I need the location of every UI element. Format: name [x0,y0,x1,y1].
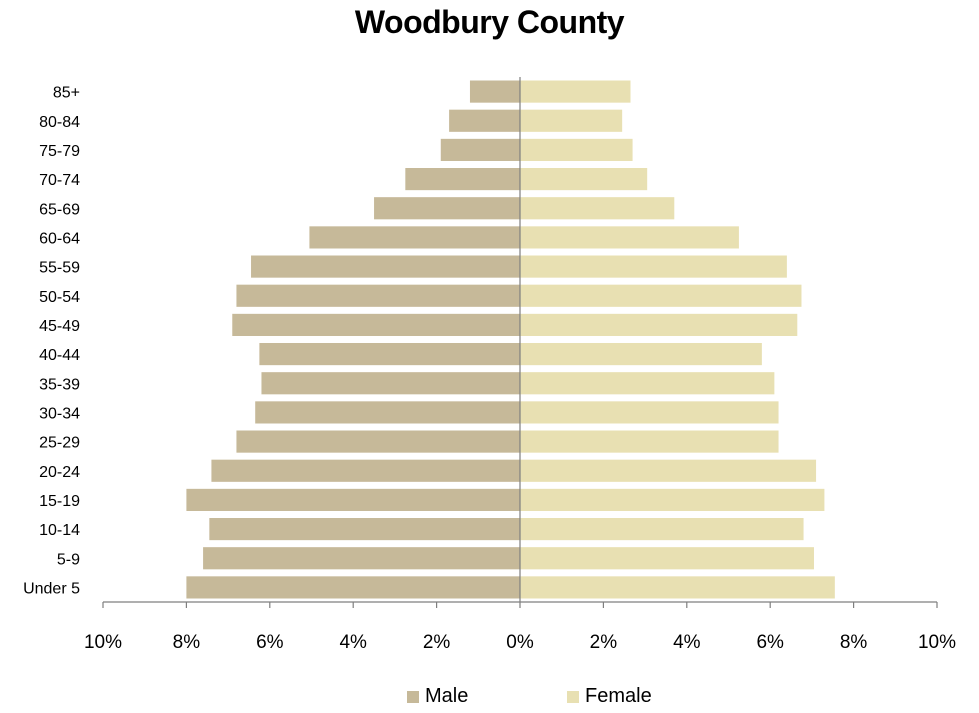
female-bar-5-9 [520,547,814,570]
labels-layer: Under 5 5-9 10-14 15-19 20-24 25-29 30-34 35-39… [23,85,956,653]
y-tick-label: 15-19 [39,493,80,510]
male-bar-75-79 [440,138,520,161]
male-bar-35-39 [261,372,520,395]
female-bar-30-34 [520,401,779,424]
female-bar-20-24 [520,459,817,482]
legend: Male Female [0,685,979,709]
male-bar-50-54 [236,284,520,307]
chart-title: Woodbury County [354,4,625,40]
y-tick-label: 50-54 [39,289,80,306]
female-bar-60-64 [520,226,739,249]
x-tick-label: 8% [173,632,201,653]
x-tick-label: 4% [673,632,701,653]
y-tick-label: 10-14 [39,522,80,539]
male-bar-65-69 [374,197,520,220]
y-tick-label: 20-24 [39,464,80,481]
female-bar-65-69 [520,197,675,220]
female-bar-80-84 [520,109,623,132]
y-tick-label: 40-44 [39,347,80,364]
y-tick-label: 60-64 [39,230,80,247]
axis-layer [102,77,938,608]
legend-swatch-female [567,690,579,703]
y-tick-label: 75-79 [39,143,80,160]
x-tick-label: 2% [590,632,618,653]
male-bar-45-49 [232,313,520,336]
female-bar-under-5 [520,576,835,599]
legend-swatch-male [407,690,419,703]
y-tick-label: 35-39 [39,376,80,393]
y-tick-label: 85+ [53,85,80,102]
x-tick-label: 6% [256,632,284,653]
male-bar-30-34 [255,401,520,424]
legend-item-male: Male [407,685,468,708]
legend-label-female: Female [585,685,652,707]
male-bar-40-44 [259,343,520,366]
female-bar-25-29 [520,430,779,453]
male-bar-25-29 [236,430,520,453]
y-tick-label: 25-29 [39,435,80,452]
y-tick-label: 45-49 [39,318,80,335]
male-bar-55-59 [251,255,520,278]
x-tick-label: 4% [339,632,367,653]
x-tick-label: 10% [918,632,956,653]
legend-item-female: Female [567,685,652,708]
y-tick-label: 30-34 [39,405,80,422]
male-bar-under-5 [186,576,520,599]
male-bar-80-84 [449,109,520,132]
x-tick-label: 10% [84,632,122,653]
x-tick-label: 0% [506,632,534,653]
female-bar-35-39 [520,372,775,395]
female-bar-85plus [520,80,631,103]
male-bar-10-14 [209,518,520,541]
male-bar-20-24 [211,459,521,482]
male-bar-60-64 [309,226,520,249]
female-bar-55-59 [520,255,787,278]
legend-label-male: Male [425,685,469,707]
x-tick-label: 2% [423,632,451,653]
male-bar-70-74 [405,168,520,191]
female-bar-50-54 [520,284,802,307]
y-tick-label: 80-84 [39,114,80,131]
male-bar-15-19 [186,488,520,511]
y-tick-label: 55-59 [39,260,80,277]
y-tick-label: Under 5 [23,580,80,597]
y-tick-label: 70-74 [39,172,80,189]
female-bar-15-19 [520,488,825,511]
y-tick-label: 65-69 [39,201,80,218]
female-bar-45-49 [520,313,798,336]
female-bar-10-14 [520,518,804,541]
y-tick-label: 5-9 [57,551,80,568]
x-tick-label: 8% [840,632,868,653]
female-bar-75-79 [520,138,633,161]
female-bar-40-44 [520,343,762,366]
male-bar-5-9 [203,547,520,570]
female-bar-70-74 [520,168,648,191]
bars-layer [186,80,835,599]
x-tick-label: 6% [756,632,784,653]
male-bar-85plus [469,80,520,103]
